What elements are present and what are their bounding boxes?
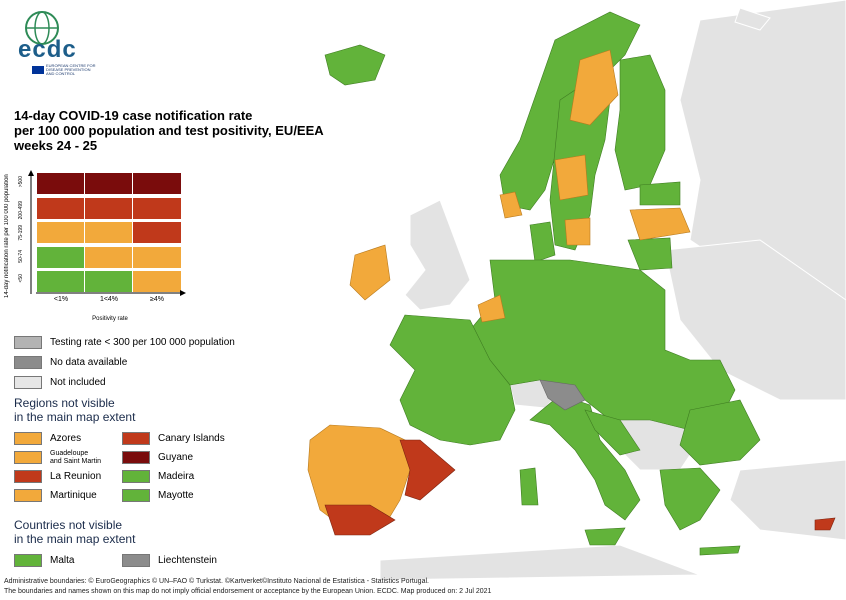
footer-line-1: Administrative boundaries: © EuroGeograp… bbox=[4, 578, 429, 585]
matrix-cell bbox=[84, 245, 134, 269]
logo-subtitle: EUROPEAN CENTRE FOR DISEASE PREVENTION A… bbox=[46, 63, 96, 76]
matrix-y-tick: <50 bbox=[18, 274, 24, 283]
region-uk bbox=[404, 199, 471, 311]
region-latvia bbox=[629, 207, 691, 241]
country-label: Liechtenstein bbox=[158, 555, 217, 566]
region-label: Madeira bbox=[158, 471, 195, 482]
region-norway-north bbox=[569, 49, 619, 126]
region-swatch bbox=[122, 451, 150, 464]
orange-regions bbox=[307, 49, 691, 526]
region-label: La Reunion bbox=[50, 471, 102, 482]
region-ireland bbox=[349, 244, 391, 301]
region-greece bbox=[659, 467, 721, 531]
region-north-africa bbox=[379, 544, 701, 581]
region-sardinia bbox=[519, 467, 539, 506]
red-regions bbox=[324, 439, 836, 536]
matrix-y-label: 14-day notification rate per 100 000 pop… bbox=[4, 174, 10, 298]
globe-icon bbox=[25, 11, 59, 45]
region-catalonia-valencia bbox=[399, 439, 456, 501]
region-austria-part bbox=[539, 379, 586, 411]
country-swatch bbox=[14, 554, 42, 567]
country-label: Malta bbox=[50, 555, 75, 566]
region-swatch bbox=[14, 489, 42, 502]
region-lithuania bbox=[627, 237, 673, 271]
matrix-y-tick: 200-499 bbox=[18, 200, 24, 219]
region-denmark bbox=[529, 221, 556, 263]
legend-swatch bbox=[14, 356, 42, 369]
region-andalusia bbox=[324, 504, 396, 536]
matrix-x-tick: <1% bbox=[53, 296, 69, 303]
matrix-cell bbox=[36, 245, 86, 269]
region-croatia-slovenia bbox=[584, 409, 641, 456]
region-france bbox=[389, 314, 516, 446]
title-line-1: 14-day COVID-19 case notification rate bbox=[14, 108, 253, 123]
matrix-cell bbox=[132, 196, 182, 220]
y-axis-arrow-icon bbox=[28, 170, 34, 294]
legend-label: Testing rate < 300 per 100 000 populatio… bbox=[50, 337, 235, 348]
legend-label: No data available bbox=[50, 357, 128, 368]
map-title: 14-day COVID-19 case notification rate p… bbox=[14, 108, 344, 153]
eu-flag-icon bbox=[32, 66, 44, 74]
matrix-cell bbox=[132, 172, 182, 195]
region-romania-bulgaria bbox=[679, 399, 761, 466]
matrix-y-tick: >500 bbox=[18, 176, 24, 188]
region-swatch bbox=[14, 451, 42, 464]
x-axis-arrow-icon bbox=[36, 290, 186, 296]
legend-swatch bbox=[14, 376, 42, 389]
region-label: Guyane bbox=[158, 452, 194, 463]
footer-line-2: The boundaries and names shown on this m… bbox=[4, 588, 492, 595]
region-label: Martinique bbox=[50, 490, 97, 501]
region-sicily bbox=[584, 527, 626, 546]
no-data-regions bbox=[539, 379, 586, 411]
matrix-cell bbox=[84, 196, 134, 220]
matrix-y-tick: 75-199 bbox=[18, 225, 24, 241]
country-swatch bbox=[122, 554, 150, 567]
matrix-cell bbox=[84, 221, 134, 244]
legend-label: Not included bbox=[50, 377, 106, 388]
region-italy bbox=[529, 394, 641, 521]
region-label: Canary Islands bbox=[158, 433, 225, 444]
region-swatch bbox=[14, 470, 42, 483]
region-label: Azores bbox=[50, 433, 82, 444]
countries-heading: Countries not visible in the main map ex… bbox=[14, 518, 136, 546]
region-crete bbox=[699, 545, 741, 556]
region-belarus-ukraine bbox=[664, 239, 846, 401]
regions-heading: Regions not visible in the main map exte… bbox=[14, 396, 136, 424]
logo-text: ecdc bbox=[18, 36, 77, 63]
region-finland bbox=[614, 54, 666, 191]
ecdc-logo bbox=[14, 8, 104, 80]
matrix-x-tick: 1<4% bbox=[99, 296, 119, 303]
matrix-cell bbox=[36, 196, 86, 220]
title-line-2: per 100 000 population and test positivi… bbox=[14, 123, 324, 138]
footer: Administrative boundaries: © EuroGeograp… bbox=[4, 577, 491, 597]
region-svalbard bbox=[734, 7, 771, 31]
region-swatch bbox=[122, 432, 150, 445]
region-label: Mayotte bbox=[158, 490, 194, 501]
matrix-cell bbox=[84, 172, 134, 195]
region-estonia bbox=[639, 181, 681, 206]
region-cyprus bbox=[814, 517, 836, 531]
matrix-cell bbox=[36, 221, 86, 244]
matrix-y-tick: 50-74 bbox=[18, 249, 24, 263]
region-iberia bbox=[307, 424, 411, 526]
matrix-cell bbox=[36, 172, 86, 195]
region-swatch bbox=[122, 489, 150, 502]
legend-swatch bbox=[14, 336, 42, 349]
region-label: Guadeloupe and Saint Martin bbox=[50, 450, 101, 465]
region-norway-south bbox=[499, 191, 523, 219]
region-iceland bbox=[324, 44, 386, 86]
region-swatch bbox=[14, 432, 42, 445]
matrix-x-tick: ≥4% bbox=[150, 296, 164, 303]
matrix-x-label: Positivity rate bbox=[92, 316, 128, 322]
matrix-cell bbox=[132, 221, 182, 244]
region-netherlands bbox=[477, 294, 506, 323]
matrix-cell bbox=[132, 245, 182, 269]
title-line-3: weeks 24 - 25 bbox=[14, 138, 98, 153]
region-sweden-south bbox=[564, 217, 591, 246]
region-sweden-central bbox=[554, 154, 589, 201]
region-swatch bbox=[122, 470, 150, 483]
